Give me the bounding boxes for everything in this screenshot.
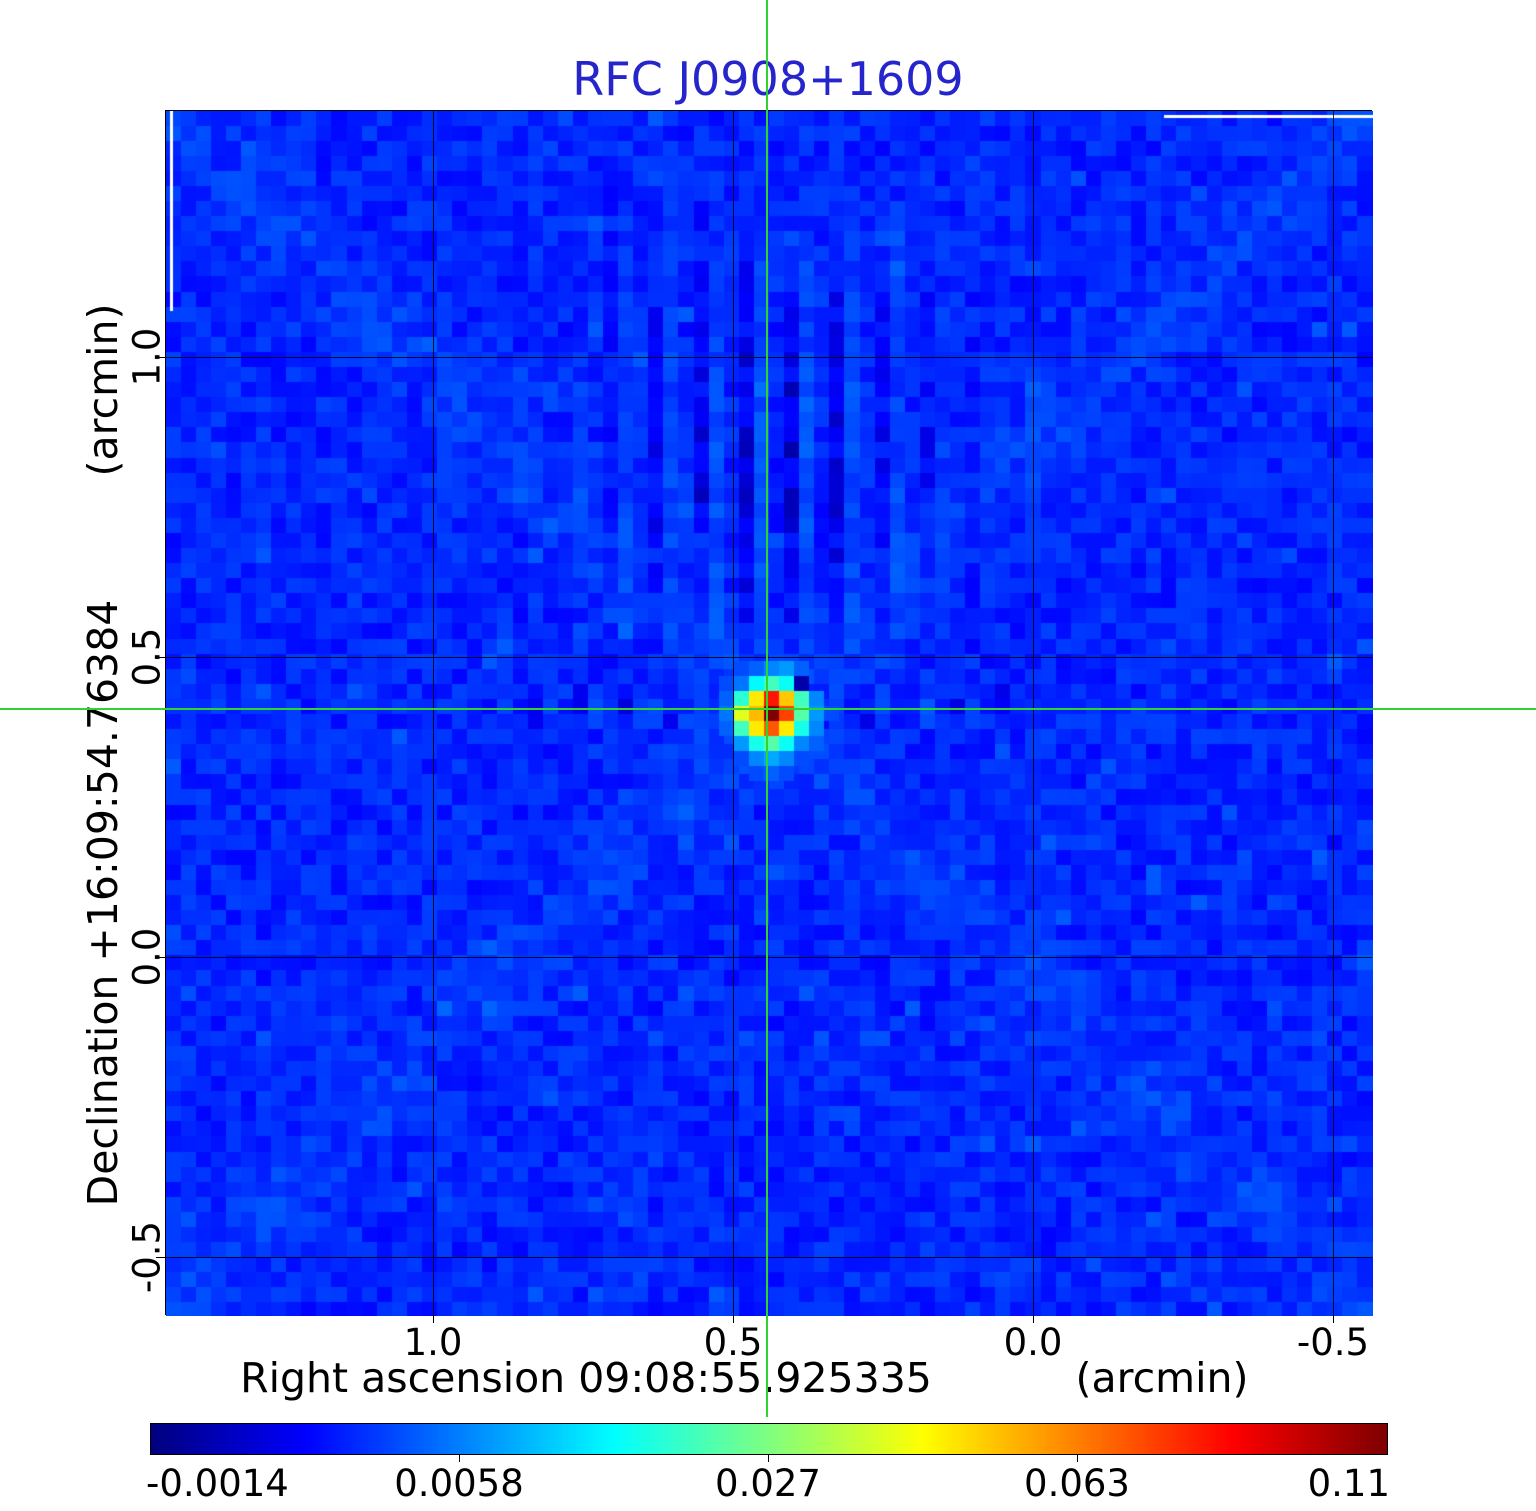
x-gridline [1033,110,1034,1315]
colorbar-canvas [151,1424,1387,1454]
crosshair-horizontal-line [0,708,1536,710]
y-gridline [165,957,1372,958]
x-axis-unit: (arcmin) [1075,1354,1249,1402]
y-tick-mark [156,957,165,958]
x-gridline [433,110,434,1315]
x-axis-tick-label: 1.0 [403,1321,463,1364]
sky-map-canvas [166,111,1373,1316]
y-tick-mark [156,357,165,358]
colorbar-tick-label: -0.0014 [146,1462,289,1505]
x-axis-tick-label: -0.5 [1296,1321,1370,1364]
colorbar-tick-mark [1077,1454,1078,1462]
x-tick-mark [1333,1315,1334,1323]
sky-map [165,110,1373,1316]
y-axis-tick-label: 0.5 [125,627,169,687]
y-axis-tick-label: -0.5 [125,1220,169,1294]
x-gridline [733,110,734,1315]
colorbar-tick-label: 0.0058 [394,1462,524,1505]
colorbar-tick-label: 0.063 [1024,1462,1130,1505]
page-title: RFC J0908+1609 [572,52,964,106]
y-tick-mark [156,657,165,658]
colorbar-tick-mark [768,1454,769,1462]
colorbar [150,1423,1388,1455]
y-axis-unit: (arcmin) [79,303,127,477]
x-tick-mark [433,1315,434,1323]
colorbar-tick-label: 0.11 [1307,1462,1390,1505]
x-axis-title: Right ascension 09:08:55.925335 [240,1354,932,1402]
x-gridline [1333,110,1334,1315]
y-gridline [165,357,1372,358]
x-tick-mark [1033,1315,1034,1323]
y-axis-tick-label: 1.0 [125,327,169,387]
y-axis-tick-label: 0.0 [125,927,169,987]
colorbar-tick-mark [459,1454,460,1462]
x-tick-mark [733,1315,734,1323]
x-axis-tick-label: 0.0 [1003,1321,1063,1364]
y-gridline [165,1257,1372,1258]
x-axis-tick-label: 0.5 [703,1321,763,1364]
y-axis-title: Declination +16:09:54.76384 [79,599,127,1207]
colorbar-tick-label: 0.027 [715,1462,821,1505]
y-gridline [165,657,1372,658]
y-tick-mark [156,1257,165,1258]
